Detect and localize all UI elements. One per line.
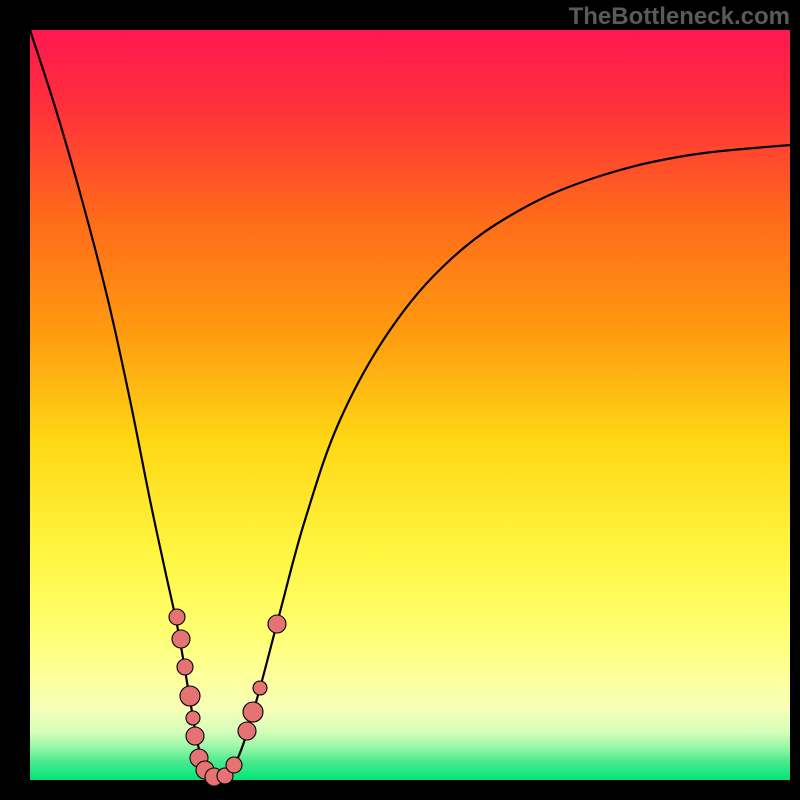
data-marker — [172, 630, 190, 648]
bottleneck-curve-right — [218, 145, 790, 778]
data-marker — [243, 702, 263, 722]
data-marker — [186, 727, 204, 745]
data-marker — [177, 659, 193, 675]
data-marker — [180, 686, 200, 706]
watermark-label: TheBottleneck.com — [569, 3, 790, 31]
data-marker — [238, 722, 256, 740]
data-marker — [253, 681, 267, 695]
curve-layer — [0, 0, 800, 800]
data-marker — [268, 615, 286, 633]
data-marker — [226, 757, 242, 773]
data-marker — [169, 609, 185, 625]
data-marker — [186, 711, 200, 725]
bottleneck-chart: TheBottleneck.com — [0, 0, 800, 800]
